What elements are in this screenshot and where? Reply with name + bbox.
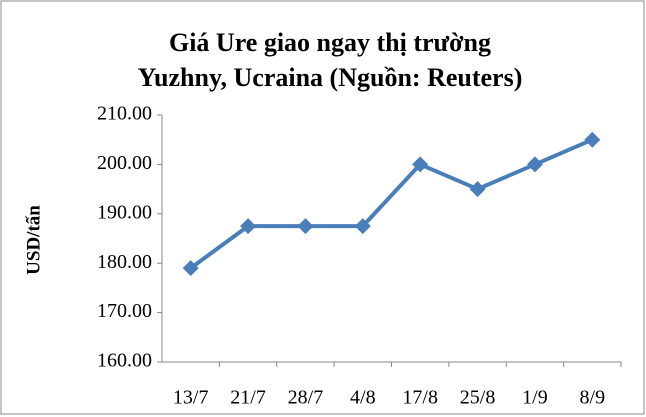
marker (412, 156, 429, 173)
chart-title: Giá Ure giao ngay thị trường (169, 28, 491, 57)
y-tick-label: 210.00 (97, 103, 152, 125)
chart-title: Yuzhny, Ucraina (Nguồn: Reuters) (138, 63, 523, 92)
marker (469, 181, 486, 198)
x-tick-label: 4/8 (350, 387, 376, 409)
x-tick-label: 28/7 (288, 387, 324, 409)
x-tick-label: 13/7 (173, 387, 209, 409)
y-tick-label: 180.00 (97, 251, 152, 273)
x-tick-label: 17/8 (402, 387, 438, 409)
marker (240, 218, 257, 235)
marker (526, 156, 543, 173)
y-axis-label: USD/tấn (23, 205, 44, 275)
marker (354, 218, 371, 235)
line-series (189, 137, 594, 270)
y-tick-label: 160.00 (97, 350, 152, 372)
x-tick-label: 21/7 (230, 387, 266, 409)
x-tick-label: 25/8 (460, 387, 496, 409)
y-tick-label: 190.00 (97, 201, 152, 223)
marker (297, 218, 314, 235)
marker (584, 131, 601, 148)
y-tick-label: 200.00 (97, 152, 152, 174)
x-tick-label: 1/9 (522, 387, 548, 409)
y-tick-label: 170.00 (97, 300, 152, 322)
marker (182, 260, 199, 277)
x-tick-label: 8/9 (580, 387, 606, 409)
